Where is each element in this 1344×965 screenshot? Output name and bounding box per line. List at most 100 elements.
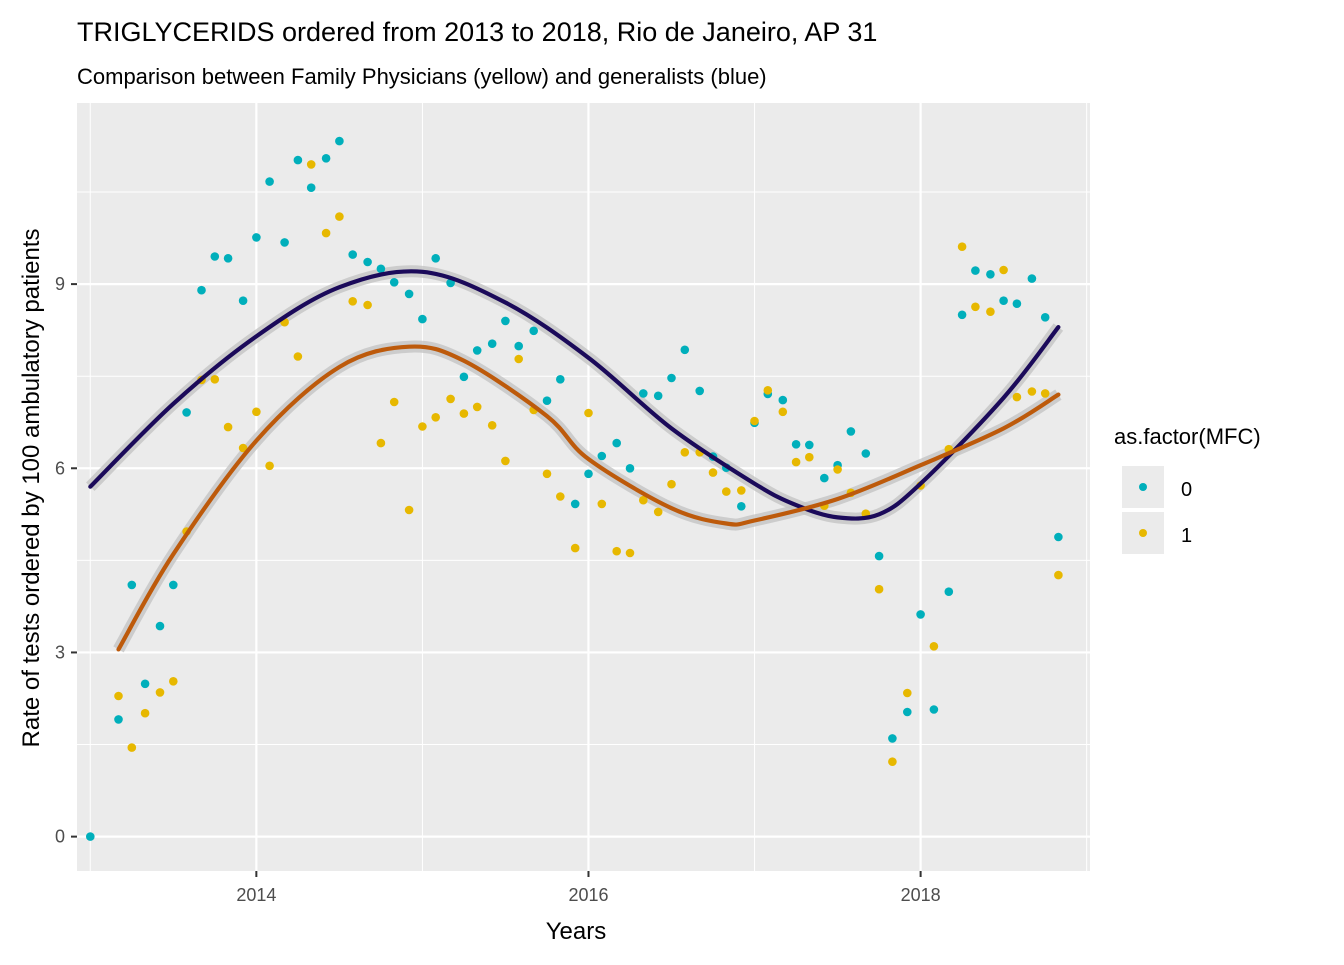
point-series-0 — [584, 469, 593, 479]
point-series-0 — [1012, 299, 1022, 309]
point-series-0 — [155, 621, 165, 631]
point-series-0 — [1040, 313, 1050, 322]
point-series-0 — [210, 252, 220, 261]
point-series-0 — [348, 250, 358, 259]
point-series-1 — [625, 548, 635, 558]
point-series-0 — [903, 707, 912, 717]
point-series-1 — [763, 386, 773, 395]
point-series-1 — [971, 302, 980, 312]
point-series-0 — [542, 396, 552, 406]
point-series-0 — [431, 253, 441, 263]
point-series-0 — [514, 341, 523, 351]
point-series-1 — [376, 438, 386, 448]
point-series-1 — [140, 708, 150, 718]
point-series-1 — [722, 487, 731, 496]
point-series-0 — [639, 389, 648, 398]
point-series-1 — [223, 422, 233, 432]
point-series-1 — [348, 297, 358, 306]
point-series-0 — [265, 177, 274, 186]
y-tick-label: 9 — [55, 274, 65, 294]
smooth-line-1 — [116, 344, 1061, 652]
point-series-1 — [708, 468, 718, 477]
legend-point-1 — [1139, 529, 1147, 537]
point-series-1 — [389, 397, 399, 407]
point-series-1 — [1040, 389, 1050, 398]
legend: as.factor(MFC) 0 1 — [1114, 424, 1261, 554]
point-series-1 — [737, 486, 746, 495]
point-series-1 — [874, 584, 884, 594]
plot-panel — [77, 103, 1090, 871]
smooth-lines — [88, 269, 1061, 652]
point-series-0 — [846, 427, 856, 436]
point-series-1 — [306, 160, 316, 169]
point-series-0 — [944, 587, 954, 596]
point-series-1 — [888, 757, 897, 766]
legend-point-0 — [1139, 483, 1147, 491]
point-series-0 — [695, 386, 704, 396]
point-series-1 — [929, 642, 939, 651]
point-series-1 — [680, 448, 690, 457]
point-series-1 — [363, 300, 372, 310]
point-series-1 — [210, 375, 220, 384]
point-series-0 — [916, 610, 925, 619]
point-series-0 — [169, 580, 178, 590]
point-series-0 — [529, 326, 538, 336]
point-series-1 — [1027, 387, 1037, 396]
point-series-1 — [667, 479, 676, 489]
y-axis: 0 3 6 9 — [55, 274, 77, 847]
x-tick-label: 2018 — [901, 885, 941, 905]
point-series-1 — [404, 505, 414, 515]
point-series-0 — [487, 339, 497, 349]
point-series-0 — [459, 372, 469, 382]
point-series-0 — [861, 449, 871, 458]
x-tick-label: 2016 — [568, 885, 608, 905]
point-series-0 — [418, 314, 427, 324]
point-series-0 — [737, 502, 746, 511]
point-series-0 — [293, 155, 303, 165]
point-series-1 — [431, 413, 441, 422]
point-series-1 — [252, 407, 261, 417]
point-series-0 — [888, 734, 897, 743]
point-series-0 — [957, 310, 967, 320]
point-series-1 — [556, 492, 565, 501]
point-series-0 — [680, 345, 690, 355]
point-series-0 — [306, 183, 316, 192]
point-series-0 — [389, 278, 399, 287]
y-tick-label: 3 — [55, 642, 65, 662]
point-series-0 — [280, 238, 289, 247]
point-series-1 — [778, 407, 788, 417]
legend-label-1: 1 — [1181, 525, 1192, 547]
point-series-1 — [542, 469, 552, 479]
smooth-line-0 — [88, 269, 1061, 521]
point-series-1 — [584, 408, 593, 418]
point-series-0 — [971, 266, 980, 275]
point-series-1 — [570, 543, 580, 553]
point-series-0 — [986, 270, 995, 279]
point-series-0 — [238, 296, 248, 306]
point-series-1 — [514, 354, 523, 364]
point-series-0 — [335, 136, 344, 146]
point-series-1 — [459, 409, 469, 418]
point-series-1 — [986, 307, 995, 317]
chart-title: TRIGLYCERIDS ordered from 2013 to 2018, … — [77, 17, 877, 47]
point-series-0 — [140, 679, 150, 689]
y-axis-label: Rate of tests ordered by 100 ambulatory … — [18, 229, 45, 748]
point-series-1 — [501, 456, 510, 466]
point-series-1 — [903, 688, 912, 698]
point-series-0 — [363, 257, 372, 267]
point-series-1 — [472, 402, 482, 412]
point-series-1 — [833, 465, 842, 474]
point-series-1 — [114, 691, 123, 701]
point-series-0 — [556, 375, 565, 384]
point-series-0 — [197, 285, 206, 295]
point-series-0 — [625, 464, 635, 473]
point-series-0 — [874, 551, 884, 561]
point-series-1 — [265, 461, 274, 471]
chart-subtitle: Comparison between Family Physicians (ye… — [77, 64, 767, 89]
point-series-1 — [293, 352, 303, 361]
legend-title: as.factor(MFC) — [1114, 424, 1261, 449]
point-series-0 — [252, 233, 261, 242]
point-series-0 — [653, 391, 663, 401]
point-series-0 — [612, 438, 621, 448]
point-series-1 — [155, 688, 165, 697]
